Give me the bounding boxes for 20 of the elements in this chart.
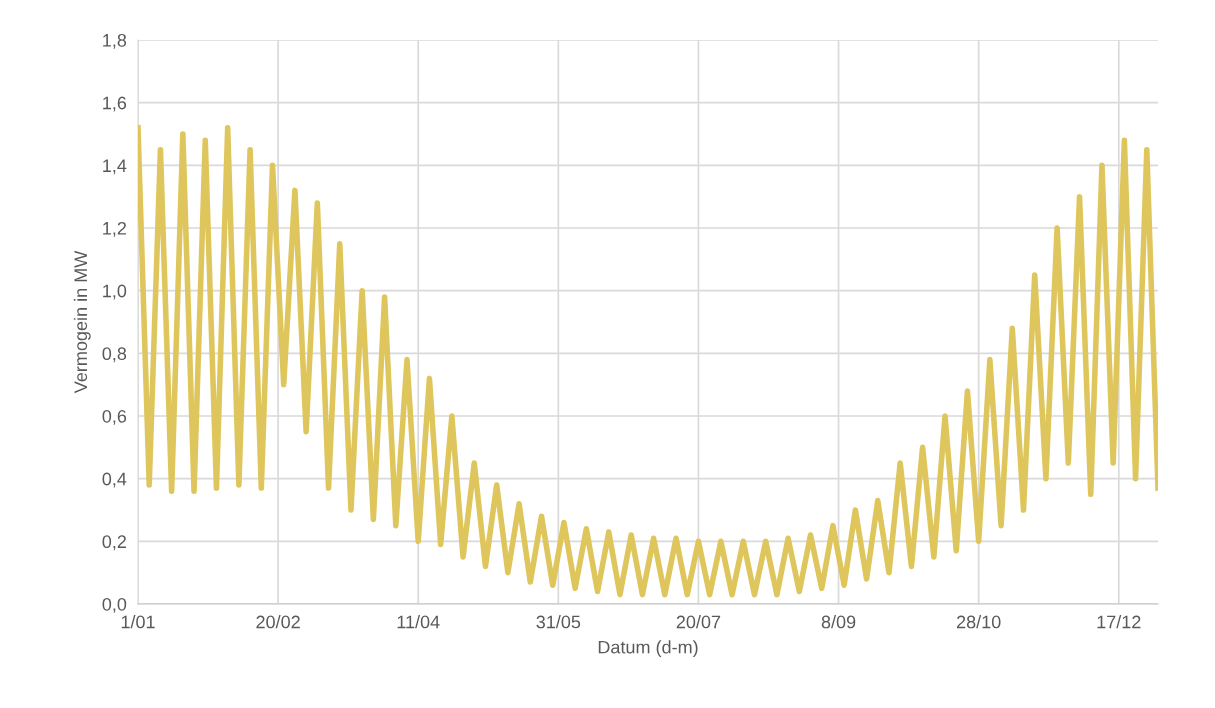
y-tick-label: 0,8 [102,347,127,363]
y-tick-label: 1,8 [103,33,127,49]
x-tick-label: 28/10 [956,615,1001,629]
y-tick-label: 0,2 [102,535,126,551]
x-tick-label: 20/02 [256,615,300,629]
y-tick-label: 1,6 [103,96,127,112]
y-tick-label: 1,0 [103,284,127,300]
y-tick-label: 0,4 [102,472,127,488]
y-tick-label: 0,6 [102,409,127,425]
x-tick-label: 11/04 [397,615,440,629]
x-tick-label: 20/07 [676,615,721,629]
x-tick-label: 1/01 [121,615,155,629]
x-axis-title: Datum (d-m) [598,640,698,658]
x-tick-label: 17/12 [1097,615,1141,629]
y-axis-title: Vermogein in MW [73,250,91,394]
y-tick-label: 1,4 [103,159,127,175]
y-tick-label: 0,0 [102,597,127,613]
x-tick-label: 31/05 [536,615,581,629]
y-tick-label: 1,2 [103,221,126,237]
x-tick-label: 8/09 [821,615,856,629]
